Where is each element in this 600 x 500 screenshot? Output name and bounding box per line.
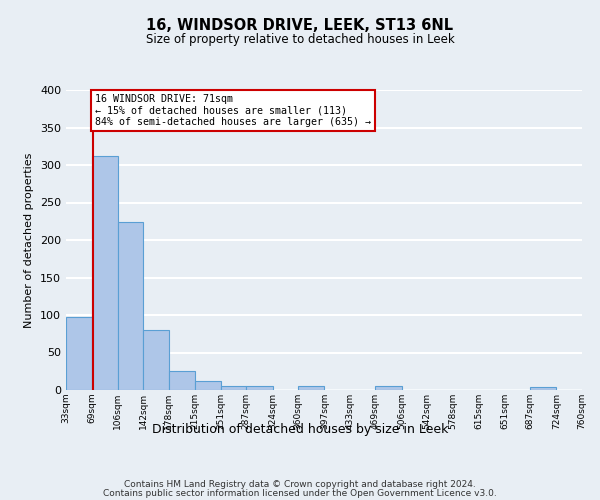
Bar xyxy=(376,386,402,390)
Text: Contains public sector information licensed under the Open Government Licence v3: Contains public sector information licen… xyxy=(103,489,497,498)
Text: Distribution of detached houses by size in Leek: Distribution of detached houses by size … xyxy=(152,422,448,436)
Bar xyxy=(66,318,92,390)
Bar xyxy=(143,330,169,390)
Text: 16, WINDSOR DRIVE, LEEK, ST13 6NL: 16, WINDSOR DRIVE, LEEK, ST13 6NL xyxy=(146,18,454,32)
Bar xyxy=(246,386,272,390)
Bar xyxy=(195,381,221,390)
Bar xyxy=(169,371,195,390)
Bar xyxy=(530,387,556,390)
Text: Size of property relative to detached houses in Leek: Size of property relative to detached ho… xyxy=(146,32,454,46)
Bar xyxy=(118,222,143,390)
Bar xyxy=(298,386,325,390)
Bar xyxy=(221,386,246,390)
Bar xyxy=(92,156,118,390)
Text: Contains HM Land Registry data © Crown copyright and database right 2024.: Contains HM Land Registry data © Crown c… xyxy=(124,480,476,489)
Text: 16 WINDSOR DRIVE: 71sqm
← 15% of detached houses are smaller (113)
84% of semi-d: 16 WINDSOR DRIVE: 71sqm ← 15% of detache… xyxy=(95,94,371,127)
Y-axis label: Number of detached properties: Number of detached properties xyxy=(25,152,34,328)
